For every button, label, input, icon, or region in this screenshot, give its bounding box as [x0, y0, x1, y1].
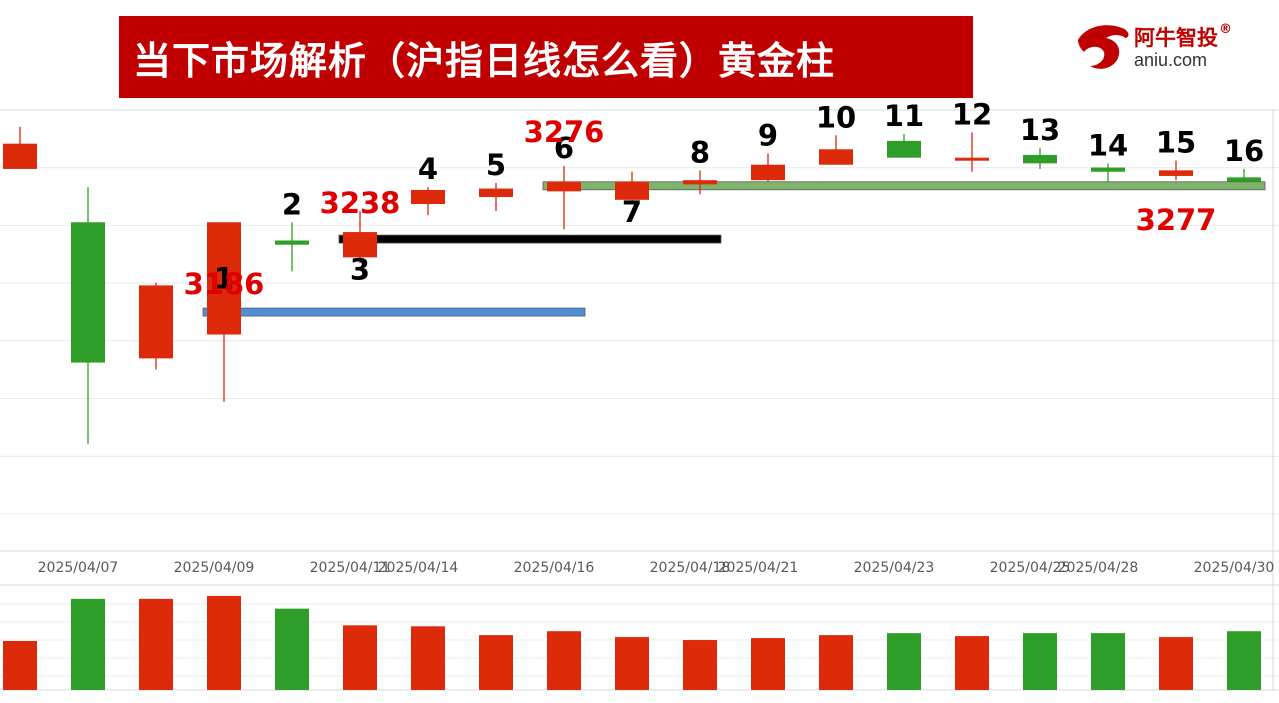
candle-number: 6 [554, 131, 574, 165]
date-label: 2025/04/30 [1194, 560, 1275, 576]
candle-number: 2 [282, 187, 302, 221]
candle-body [955, 157, 989, 161]
volume-bar [1159, 637, 1193, 690]
candle-number: 9 [758, 119, 778, 153]
candle-number: 12 [952, 97, 992, 131]
volume-bar [479, 635, 513, 690]
candle-body [1091, 167, 1125, 172]
volume-bar [139, 598, 173, 690]
candle-number: 7 [622, 195, 642, 229]
logo-name: 阿牛智投® [1134, 22, 1232, 50]
candle-body [1159, 170, 1193, 176]
candle-body [615, 181, 649, 200]
candle-number: 3 [350, 252, 370, 286]
candle-body [819, 149, 853, 165]
volume-bar [615, 637, 649, 690]
title-banner: 当下市场解析（沪指日线怎么看）黄金柱 [119, 16, 973, 98]
brand-logo: 阿牛智投® aniu.com [1076, 18, 1256, 74]
price-label: 3186 [184, 267, 265, 301]
candle-body [887, 140, 921, 158]
date-label: 2025/04/23 [854, 560, 935, 576]
candle-number: 15 [1156, 126, 1196, 160]
volume-bar [751, 638, 785, 690]
volume-bar [819, 635, 853, 690]
bull-logo-icon [1078, 25, 1129, 69]
candle-number: 13 [1020, 113, 1060, 147]
support-lines [202, 181, 1266, 317]
logo-domain: aniu.com [1134, 50, 1208, 70]
volume-bar [1023, 633, 1057, 690]
candle-body [207, 222, 241, 335]
date-label: 2025/04/07 [38, 560, 119, 576]
volume-bar [683, 640, 717, 690]
candle-number: 1 [214, 261, 234, 295]
candle-body [411, 189, 445, 205]
volume-bar [343, 625, 377, 690]
candle-body [139, 285, 173, 359]
candle-body [71, 222, 105, 363]
support-line [338, 234, 722, 244]
support-line [202, 307, 586, 317]
candle-number: 11 [884, 99, 924, 133]
candle-body [751, 164, 785, 181]
date-label: 2025/04/11 [310, 560, 391, 576]
candle-number: 16 [1224, 134, 1264, 168]
volume-bars [3, 595, 1261, 690]
date-label: 2025/04/28 [1058, 560, 1139, 576]
price-label: 3277 [1136, 203, 1217, 237]
volume-bar [1227, 631, 1261, 690]
candle-number: 8 [690, 135, 710, 169]
price-label: 3276 [524, 115, 605, 149]
volume-bar [547, 631, 581, 690]
candle-body [547, 181, 581, 192]
candle-number: 10 [816, 100, 856, 134]
price-label: 3238 [320, 186, 401, 220]
date-label: 2025/04/09 [174, 560, 255, 576]
support-line [542, 181, 1266, 191]
candle-body [1023, 154, 1057, 164]
candle-number: 14 [1088, 128, 1128, 162]
page-title: 当下市场解析（沪指日线怎么看）黄金柱 [133, 38, 836, 83]
volume-bar [411, 626, 445, 690]
date-label: 2025/04/14 [378, 560, 459, 576]
candle-body [479, 188, 513, 197]
date-label: 2025/04/16 [514, 560, 595, 576]
candle-body [1227, 177, 1261, 182]
volume-bar [1091, 633, 1125, 690]
date-label: 2025/04/25 [990, 560, 1071, 576]
candle-body [683, 180, 717, 185]
date-labels: 2025/04/07 2025/04/09 2025/04/112025/04/14… [38, 560, 1275, 576]
volume-bar [275, 608, 309, 690]
candle-body [275, 240, 309, 245]
candle-body [3, 143, 37, 169]
volume-bar [955, 636, 989, 690]
volume-bar [207, 595, 241, 690]
candle-body [343, 232, 377, 258]
candle-number: 5 [486, 148, 506, 182]
date-label: 2025/04/18 [650, 560, 731, 576]
volume-bar [3, 641, 37, 690]
date-label: 2025/04/21 [718, 560, 799, 576]
candle-number: 4 [418, 152, 438, 186]
volume-bar [71, 598, 105, 690]
volume-bar [887, 633, 921, 690]
candles [3, 126, 1261, 444]
